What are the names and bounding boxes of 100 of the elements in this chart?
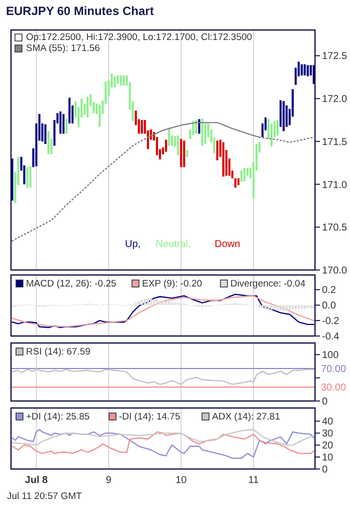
bar <box>261 305 264 308</box>
bar <box>304 64 306 76</box>
y-tick-label: 0.2 <box>322 285 336 296</box>
bar <box>114 76 116 88</box>
bar <box>177 135 180 156</box>
bar <box>276 120 279 136</box>
y-tick-label: 171.0 <box>322 180 348 191</box>
annotation: Op:172.2500, Hi:172.3900, Lo:172.1700, Cl:172.3500 <box>26 32 252 43</box>
bar <box>237 178 240 186</box>
y-tick-label: -0.4 <box>322 332 340 342</box>
y-tick-label: 0.0 <box>322 300 336 312</box>
bar <box>98 104 101 127</box>
bar <box>171 302 174 306</box>
text: Neutral, <box>156 239 191 250</box>
bar <box>120 75 122 86</box>
bar <box>165 140 168 152</box>
text: Up, <box>125 239 141 250</box>
bar <box>68 98 71 124</box>
bar <box>62 114 65 134</box>
y-tick-label: 171.5 <box>322 136 348 148</box>
bar <box>47 131 50 154</box>
bar <box>146 298 149 306</box>
bar <box>286 105 288 127</box>
legend-label: ADX (14): 27.81 <box>212 412 280 422</box>
bar <box>156 300 158 306</box>
text: Down <box>214 239 240 250</box>
bar <box>240 170 242 182</box>
y-tick-label: 170.0 <box>322 266 348 276</box>
y-tick-label: 10 <box>322 452 334 464</box>
bar <box>44 124 46 144</box>
x-tick-label: 10 <box>176 475 188 486</box>
bar <box>59 111 62 134</box>
bar <box>122 75 125 86</box>
bar <box>234 178 236 188</box>
chart-title: EURJPY 60 Minutes Chart <box>6 4 154 18</box>
bar <box>201 118 204 146</box>
text: Jul 11 20:57 GMT <box>7 491 82 502</box>
bar <box>243 168 246 182</box>
bar <box>65 119 68 134</box>
bar <box>11 158 14 201</box>
y-tick-label: 0 <box>322 464 328 476</box>
bar <box>286 305 288 310</box>
bar <box>140 120 143 134</box>
bar <box>270 305 273 310</box>
bar <box>280 305 282 311</box>
bar <box>298 305 300 309</box>
bar <box>29 166 32 188</box>
x-tick-label: Jul 8 <box>24 475 48 486</box>
bar <box>274 305 276 310</box>
y-tick-label: 172.0 <box>322 94 348 106</box>
legend-label: +DI (14): 25.85 <box>26 412 90 422</box>
bar <box>186 150 188 157</box>
bar <box>162 300 164 306</box>
bar <box>180 138 182 168</box>
y-tick-label: 100 <box>322 350 340 362</box>
bar <box>26 167 28 188</box>
y-tick-label: -0.2 <box>322 316 340 328</box>
bar <box>304 305 306 309</box>
bar <box>300 305 303 309</box>
bar <box>294 305 297 309</box>
legend-label: Divergence: -0.04 <box>230 278 306 290</box>
y-tick-label: 172.5 <box>322 51 348 62</box>
bar <box>280 100 282 127</box>
bar <box>144 298 146 306</box>
bar <box>282 305 285 311</box>
y-tick-label: 40 <box>322 416 334 428</box>
line-series <box>12 428 314 459</box>
legend-label: -DI (14): 14.75 <box>119 412 180 422</box>
ref-line-label: 30.00 <box>321 382 346 394</box>
bar <box>158 300 161 306</box>
legend-label: EXP (9): -0.20 <box>142 278 202 290</box>
bar <box>310 305 312 308</box>
bar <box>312 305 315 308</box>
bar <box>86 96 89 118</box>
bar <box>312 65 315 84</box>
line-series <box>12 431 314 454</box>
bar <box>150 298 152 306</box>
bar <box>292 305 294 309</box>
bar <box>288 305 291 310</box>
y-tick-label: 30 <box>322 428 334 440</box>
bar <box>276 305 279 310</box>
x-tick-label: 11 <box>248 475 260 486</box>
legend-label: MACD (12, 26): -0.25 <box>26 278 116 290</box>
bar <box>267 305 270 310</box>
bar <box>116 75 119 84</box>
y-tick-label: 0 <box>322 396 328 408</box>
bar <box>264 305 267 309</box>
bar <box>306 65 309 76</box>
bar <box>282 101 285 132</box>
legend-label: SMA (55): 171.56 <box>26 43 100 54</box>
y-tick-label: 170.5 <box>322 222 348 234</box>
x-tick-label: 9 <box>106 475 112 486</box>
bar <box>300 64 303 76</box>
bar <box>222 142 224 177</box>
line-series <box>12 368 314 385</box>
bar <box>216 140 218 160</box>
legend-label: RSI (14): 67.59 <box>26 346 90 358</box>
bar <box>306 305 309 308</box>
bar <box>183 140 186 168</box>
bar <box>140 300 143 306</box>
